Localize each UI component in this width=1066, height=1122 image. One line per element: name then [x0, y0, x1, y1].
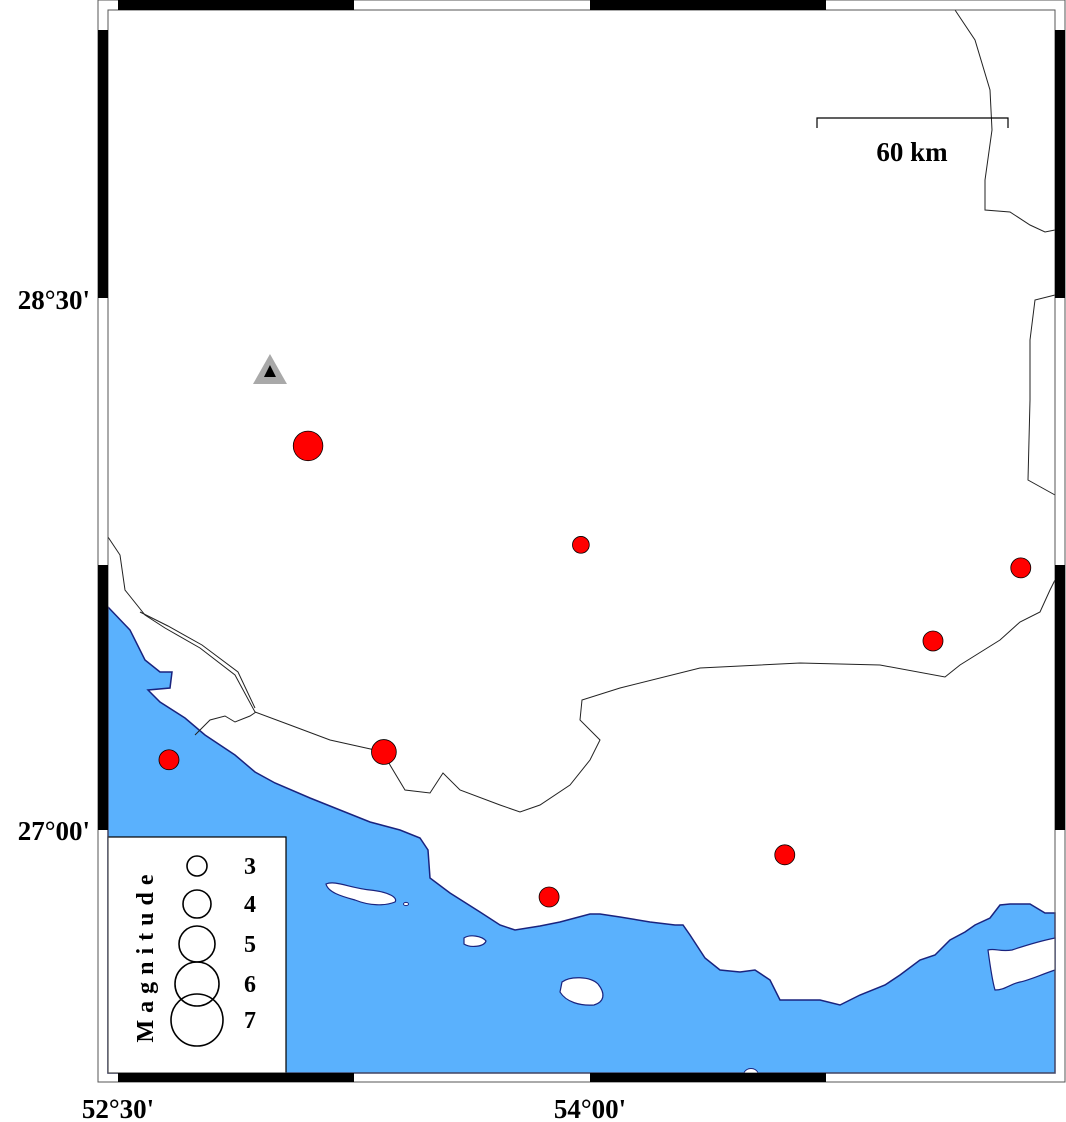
- x-tick-label: 54°00': [554, 1094, 626, 1122]
- earthquake-event: [371, 739, 397, 765]
- island: [559, 977, 604, 1006]
- legend-circle-icon: [182, 889, 212, 919]
- province-borders: [107, 9, 1056, 813]
- legend-circle-icon: [186, 855, 208, 877]
- legend-title: Magnitude: [133, 867, 159, 1042]
- sea-area: [107, 605, 1056, 1074]
- legend-magnitude-label: 6: [244, 972, 256, 998]
- scale-bar: 60 km: [816, 117, 1009, 167]
- y-tick-label: 27°00': [18, 816, 90, 846]
- island: [987, 937, 1056, 991]
- event-layer: [158, 430, 1032, 908]
- earthquake-event: [774, 844, 796, 866]
- island: [463, 935, 487, 947]
- earthquake-event: [922, 630, 944, 652]
- x-tick-label: 52°30': [82, 1094, 154, 1122]
- earthquake-event: [158, 749, 180, 771]
- y-tick-label: 28°30': [18, 285, 90, 315]
- island: [325, 882, 397, 906]
- legend-circle-icon: [170, 993, 224, 1047]
- magnitude-legend: Magnitude 3 4 5 6 7: [107, 836, 287, 1074]
- legend-magnitude-label: 3: [244, 854, 256, 880]
- legend-magnitude-label: 5: [244, 932, 256, 958]
- earthquake-event: [538, 886, 560, 908]
- station-layer: [252, 354, 287, 385]
- earthquake-event: [292, 430, 324, 462]
- legend-circle-icon: [174, 961, 220, 1007]
- island: [403, 901, 409, 907]
- legend-magnitude-label: 4: [244, 892, 256, 918]
- earthquake-event: [572, 536, 590, 554]
- scale-bar-label: 60 km: [876, 137, 948, 167]
- legend-magnitude-label: 7: [244, 1008, 256, 1034]
- station-triangle-icon: [263, 365, 276, 378]
- earthquake-event: [1010, 557, 1032, 579]
- map-frame: [97, 0, 1066, 1083]
